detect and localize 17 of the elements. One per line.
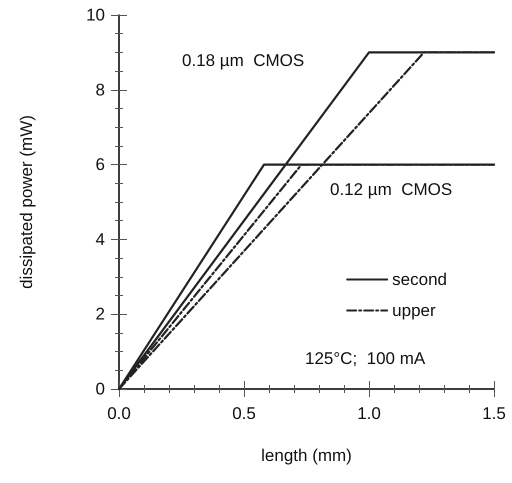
y-axis-title: dissipated power (mW) xyxy=(17,115,36,289)
y-tick-label: 0 xyxy=(96,380,105,398)
y-tick-label: 6 xyxy=(96,155,105,174)
legend-label: second xyxy=(392,270,448,289)
annotation: 0.12 µm CMOS xyxy=(330,180,452,199)
annotation: 125°C; 100 mA xyxy=(305,349,426,368)
annotation: 0.18 µm CMOS xyxy=(182,51,304,70)
legend-label: upper xyxy=(392,301,436,320)
y-tick-label: 2 xyxy=(96,304,105,324)
y-tick-label: 8 xyxy=(96,80,105,100)
x-tick-label: 1.0 xyxy=(357,404,381,423)
x-tick-label: 1.5 xyxy=(482,404,506,423)
y-tick-label: 10 xyxy=(86,6,105,24)
x-tick-label: 0.5 xyxy=(232,404,256,423)
y-tick-label: 4 xyxy=(96,230,105,249)
x-tick-label: 0.0 xyxy=(107,404,131,423)
x-axis-title: length (mm) xyxy=(261,446,352,465)
